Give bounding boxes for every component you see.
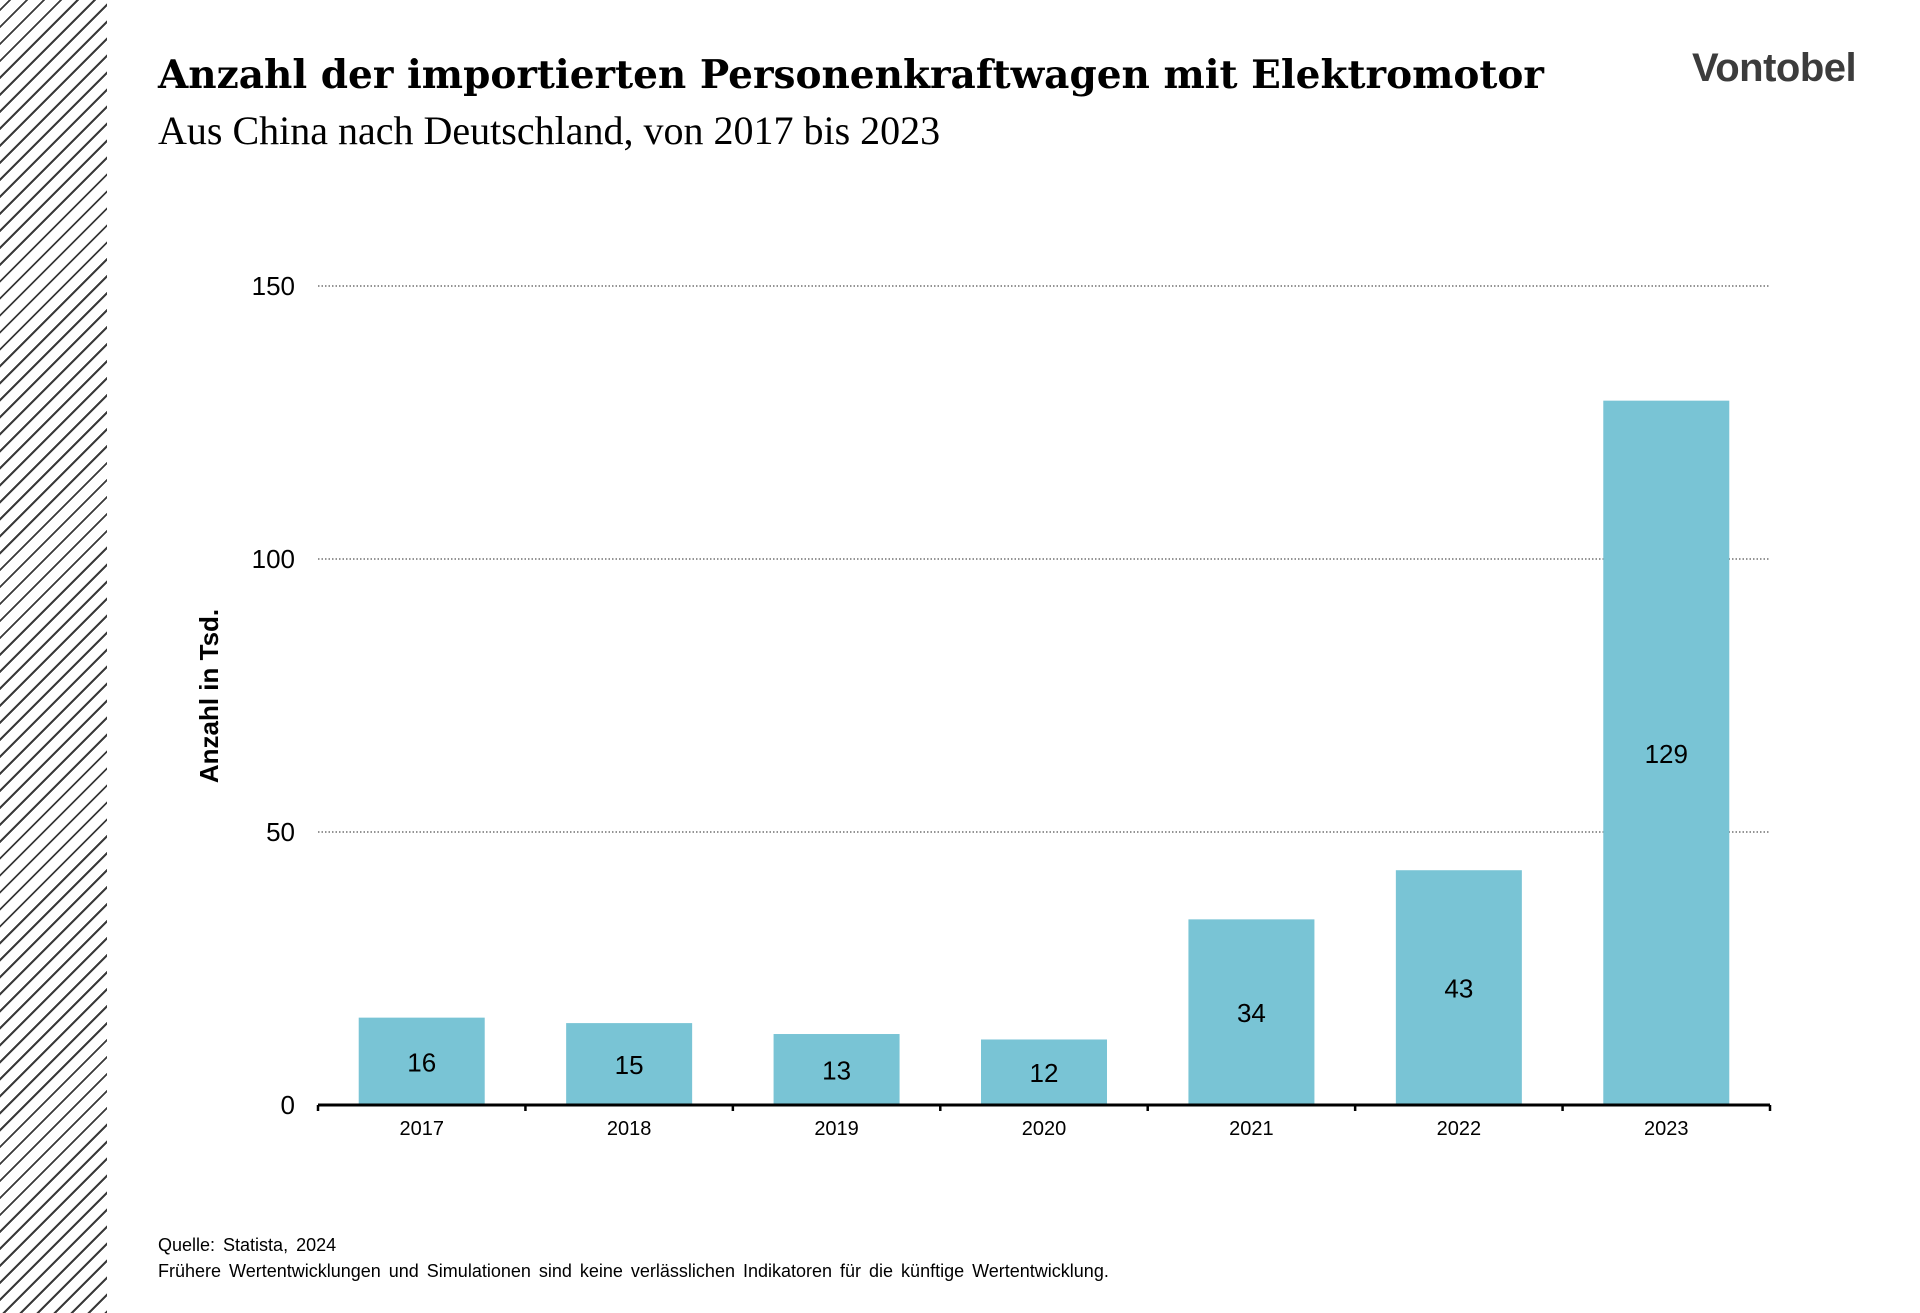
y-tick-label: 150 — [252, 271, 295, 301]
data-label-2019: 13 — [822, 1056, 851, 1086]
bar-2020 — [981, 1039, 1107, 1105]
data-label-2023: 129 — [1645, 739, 1688, 769]
y-tick-label: 50 — [266, 817, 295, 847]
decorative-hatch-band — [0, 0, 107, 1313]
bars — [358, 400, 1730, 1105]
disclaimer-note: Frühere Wertentwicklungen und Simulation… — [158, 1261, 1109, 1281]
axes — [316, 1103, 1772, 1111]
x-tick-label-2023: 2023 — [1644, 1118, 1689, 1140]
data-label-2022: 43 — [1444, 974, 1473, 1004]
source-note: Quelle: Statista, 2024 — [158, 1235, 337, 1255]
data-label-2021: 34 — [1237, 998, 1266, 1028]
footer: Quelle: Statista, 2024 Frühere Wertentwi… — [158, 1232, 1109, 1284]
chart-title: Anzahl der importierten Personenkraftwag… — [158, 52, 1544, 98]
y-tick-label: 0 — [281, 1090, 295, 1120]
bar-2017 — [358, 1017, 485, 1105]
x-tick-label-2018: 2018 — [607, 1118, 652, 1140]
x-tick-label-2017: 2017 — [399, 1118, 444, 1140]
grid-lines — [318, 285, 1770, 833]
data-label-2017: 16 — [407, 1047, 436, 1077]
x-tick-label-2021: 2021 — [1229, 1118, 1274, 1140]
bar-2023 — [1603, 400, 1730, 1105]
y-axis-title: Anzahl in Tsd. — [194, 609, 224, 783]
bar-2021 — [1188, 919, 1315, 1105]
bar-2018 — [566, 1023, 693, 1105]
bar-2022 — [1395, 870, 1522, 1105]
x-tick-label-2019: 2019 — [814, 1118, 859, 1140]
labels: 0 50 100 150 16 2017 15 2018 13 2019 12 2020 34 2021 4… — [194, 271, 1689, 1140]
bar-2019 — [773, 1034, 900, 1105]
y-tick-label: 100 — [252, 544, 295, 574]
vontobel-logo: Vontobel — [1692, 46, 1857, 90]
data-label-2020: 12 — [1030, 1058, 1059, 1088]
x-tick-label-2022: 2022 — [1437, 1118, 1482, 1140]
data-label-2018: 15 — [615, 1050, 644, 1080]
chart-subtitle: Aus China nach Deutschland, von 2017 bis… — [158, 108, 941, 153]
x-tick-label-2020: 2020 — [1022, 1118, 1067, 1140]
